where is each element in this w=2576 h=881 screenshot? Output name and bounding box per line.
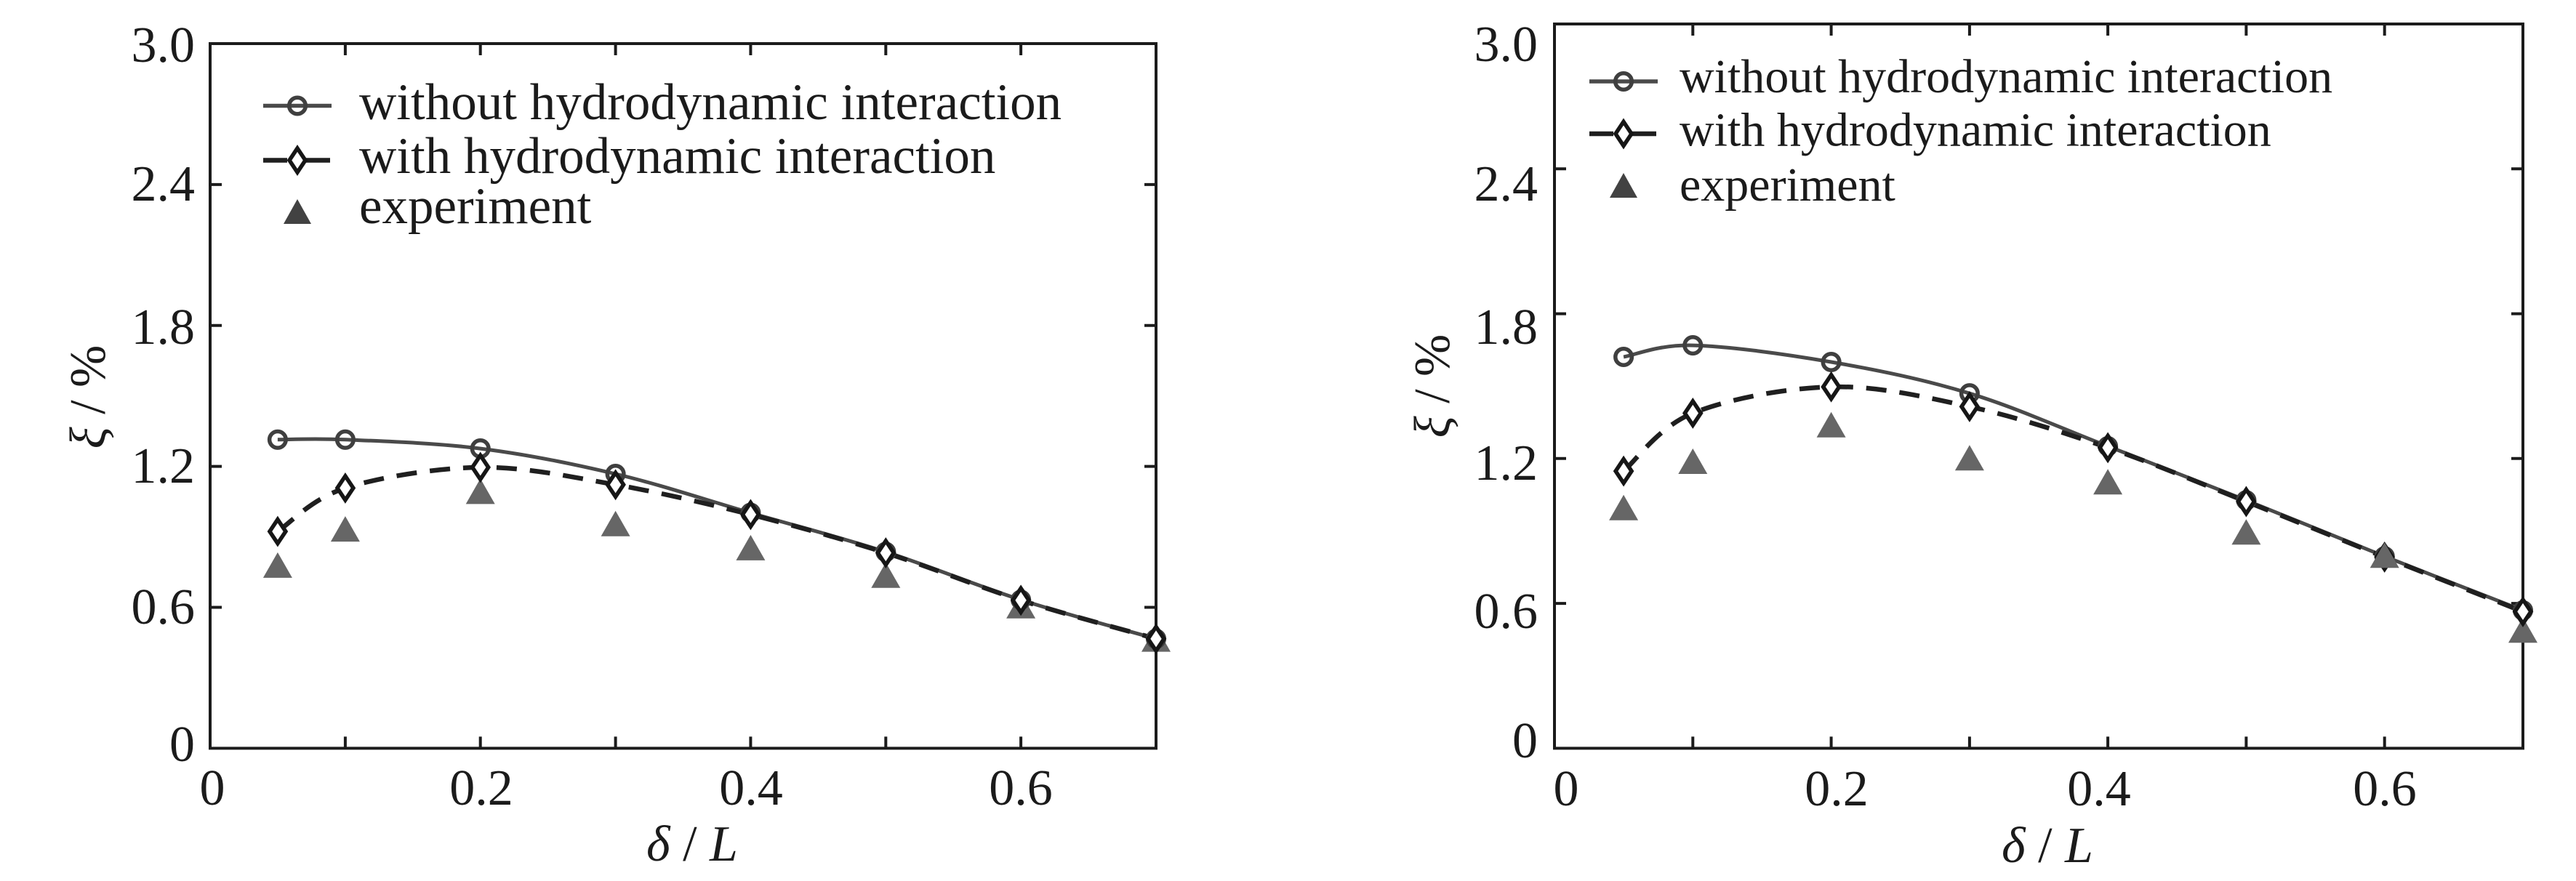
svg-text:δ / L: δ / L: [2002, 818, 2093, 874]
svg-text:without hydrodynamic interacti: without hydrodynamic interaction: [359, 74, 1062, 131]
svg-text:experiment: experiment: [359, 178, 592, 235]
svg-text:experiment: experiment: [1680, 158, 1895, 212]
svg-text:0.6: 0.6: [132, 579, 196, 635]
svg-text:0.2: 0.2: [1805, 761, 1869, 817]
svg-text:δ / L: δ / L: [646, 816, 738, 872]
svg-text:1.2: 1.2: [1474, 435, 1538, 491]
svg-text:0.4: 0.4: [2067, 761, 2131, 817]
svg-text:ξ / %: ξ / %: [1405, 334, 1461, 438]
svg-text:0.2: 0.2: [449, 760, 513, 816]
svg-text:2.4: 2.4: [132, 156, 196, 212]
svg-text:0.4: 0.4: [719, 760, 783, 816]
svg-text:1.8: 1.8: [1474, 299, 1538, 355]
svg-text:with hydrodynamic interaction: with hydrodynamic interaction: [359, 128, 995, 185]
svg-text:0: 0: [1554, 761, 1579, 817]
svg-text:1.8: 1.8: [132, 299, 196, 355]
svg-text:ξ / %: ξ / %: [60, 345, 116, 449]
svg-text:0: 0: [169, 717, 195, 773]
svg-text:1.2: 1.2: [132, 438, 196, 494]
svg-text:3.0: 3.0: [132, 17, 196, 73]
svg-text:0: 0: [1512, 713, 1538, 769]
svg-text:0: 0: [200, 760, 225, 816]
svg-text:0.6: 0.6: [2353, 761, 2417, 817]
svg-text:with hydrodynamic interaction: with hydrodynamic interaction: [1680, 104, 2271, 157]
svg-text:0.6: 0.6: [1474, 584, 1538, 640]
svg-text:0.6: 0.6: [989, 760, 1053, 816]
svg-text:3.0: 3.0: [1474, 17, 1538, 73]
svg-text:2.4: 2.4: [1474, 156, 1538, 212]
svg-text:without hydrodynamic interacti: without hydrodynamic interaction: [1680, 50, 2332, 103]
